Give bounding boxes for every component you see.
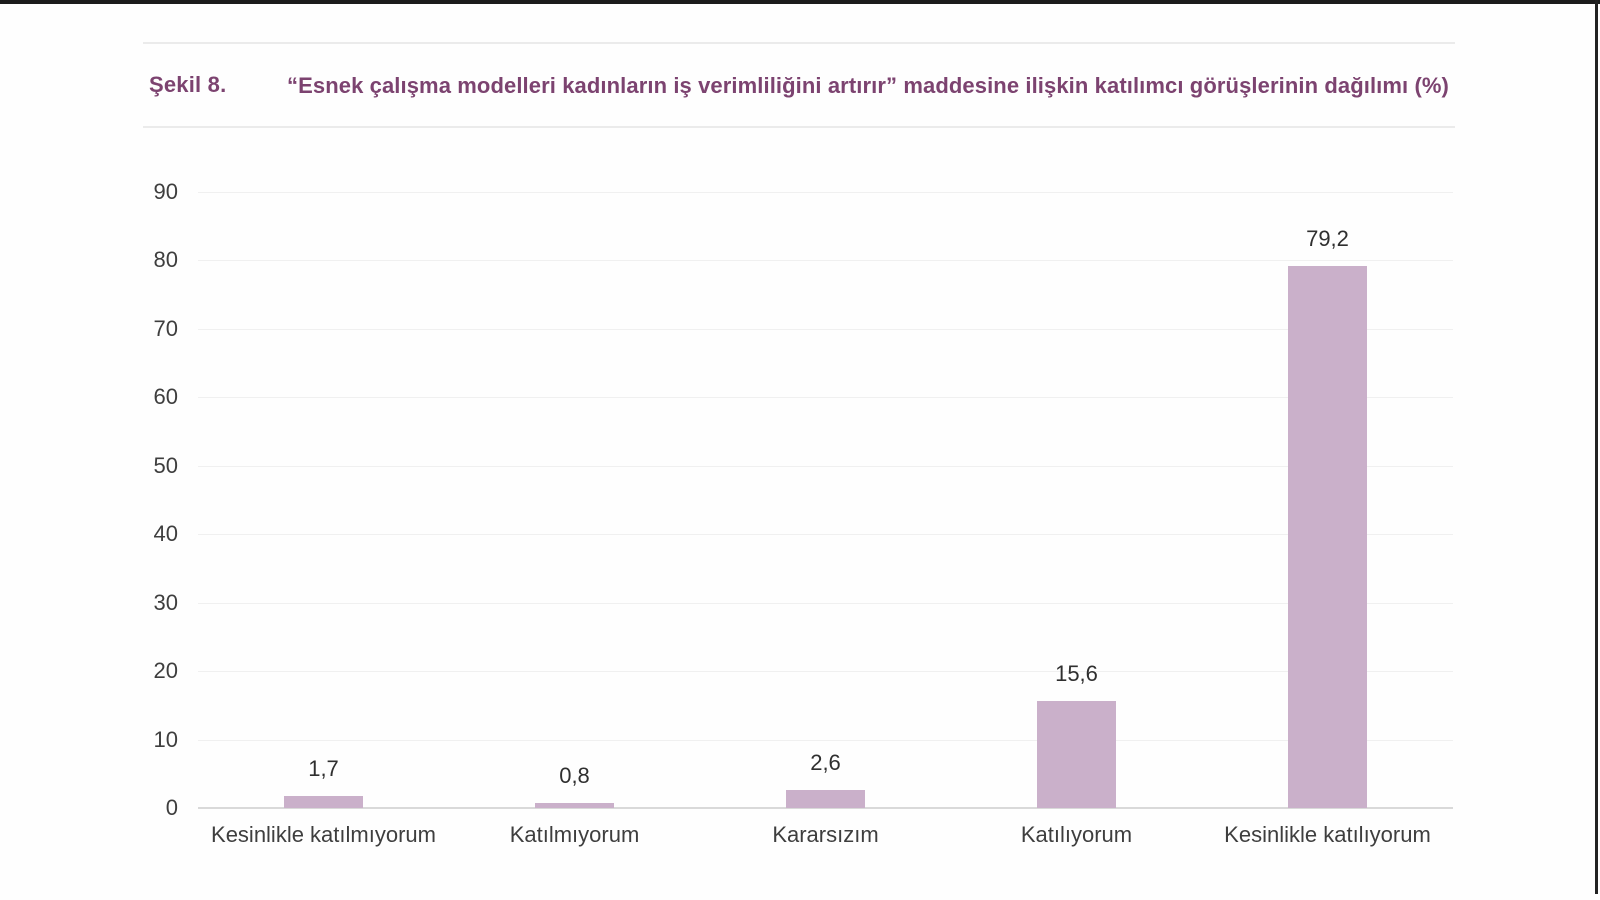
gridline bbox=[198, 260, 1453, 262]
y-axis: 0 10 20 30 40 50 60 70 80 90 bbox=[90, 179, 178, 820]
bar bbox=[1037, 701, 1116, 808]
bar bbox=[786, 790, 865, 808]
gridline bbox=[198, 671, 1453, 673]
category-label: Kararsızım bbox=[772, 822, 879, 847]
category-label: Katılmıyorum bbox=[509, 822, 640, 847]
figure-label: Şekil 8. bbox=[149, 72, 227, 97]
y-axis-tick-label: 70 bbox=[153, 315, 178, 341]
bar-value-label: 15,6 bbox=[1055, 661, 1098, 687]
gridline bbox=[198, 397, 1453, 399]
category-label: Katılıyorum bbox=[1020, 822, 1133, 847]
gridline bbox=[198, 534, 1453, 536]
y-axis-tick-label: 10 bbox=[153, 726, 178, 752]
gridline bbox=[198, 328, 1453, 330]
bar bbox=[284, 796, 363, 808]
gridline bbox=[198, 192, 1453, 193]
bar bbox=[535, 802, 614, 808]
category-label: Kesinlikle katılıyorum bbox=[1224, 822, 1431, 847]
x-axis-baseline bbox=[198, 807, 1453, 809]
page-top-border bbox=[0, 0, 1600, 4]
figure-title: “Esnek çalışma modelleri kadınların iş v… bbox=[287, 72, 1449, 98]
bar-value-label: 2,6 bbox=[810, 750, 841, 776]
bar bbox=[1288, 265, 1367, 808]
plot-area: 1,7 Kesinlikle katılmıyorum 0,8 Katılmıyoru… bbox=[198, 192, 1453, 847]
y-axis-tick-label: 0 bbox=[165, 795, 178, 820]
y-axis-tick-label: 90 bbox=[153, 179, 178, 204]
y-axis-tick-label: 50 bbox=[153, 452, 178, 478]
bar-value-label: 0,8 bbox=[559, 762, 590, 788]
y-axis-tick-label: 40 bbox=[153, 521, 178, 547]
y-axis-tick-label: 20 bbox=[153, 658, 178, 684]
figure-header: Şekil 8. “Esnek çalışma modelleri kadınl… bbox=[143, 42, 1455, 128]
gridline bbox=[198, 465, 1453, 467]
page-right-border bbox=[1595, 0, 1598, 894]
bar-value-label: 79,2 bbox=[1306, 225, 1349, 251]
category-label: Kesinlikle katılmıyorum bbox=[211, 822, 436, 847]
bar-value-label: 1,7 bbox=[308, 756, 339, 782]
y-axis-tick-label: 60 bbox=[153, 384, 178, 410]
gridline bbox=[198, 602, 1453, 604]
y-axis-tick-label: 30 bbox=[153, 589, 178, 615]
y-axis-tick-label: 80 bbox=[153, 247, 178, 273]
gridline bbox=[198, 739, 1453, 741]
